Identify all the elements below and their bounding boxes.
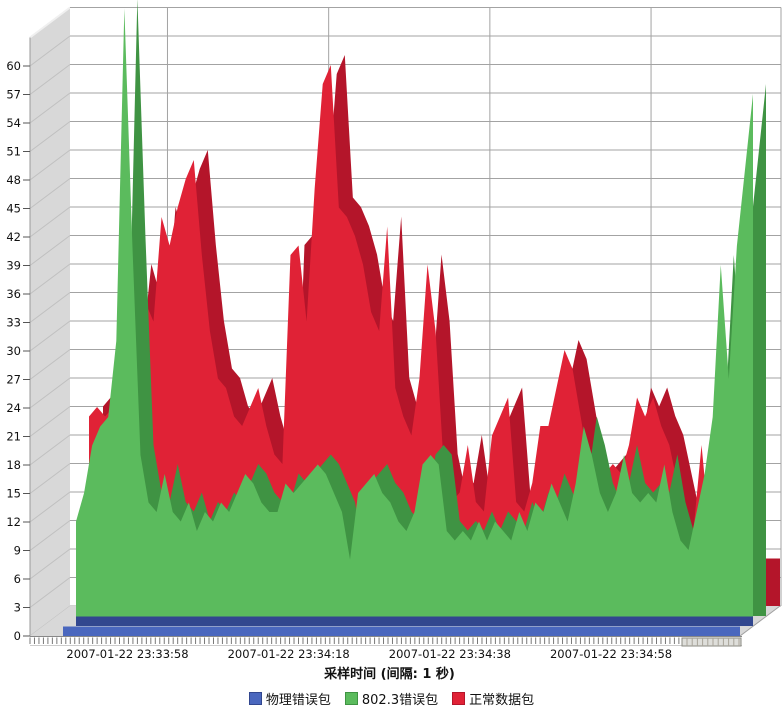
series-physical-error-packets-area [63,616,753,636]
y-axis-tick-label: 6 [14,572,21,586]
y-axis-tick-label: 9 [14,544,21,558]
x-axis-labels: 2007-01-22 23:33:58 2007-01-22 23:34:18 20… [66,647,672,661]
y-axis-tick-label: 36 [6,287,21,301]
y-axis-tick-label: 27 [6,373,21,387]
y-axis-tick-label: 45 [6,202,21,216]
y-axis-tick-label: 18 [6,458,21,472]
y-axis-tick-label: 30 [6,344,21,358]
legend-item-8023-error-packets: 802.3错误包 [344,689,439,708]
legend-swatch-red-icon [452,692,466,705]
axis-scroll-indicator[interactable] [681,637,742,647]
legend-swatch-green-icon [344,692,358,705]
y-axis-tick-label: 48 [6,173,21,187]
y-axis-tick-label: 33 [6,316,21,330]
y-axis-tick-label: 54 [6,116,21,130]
x-axis-title: 采样时间 (间隔: 1 秒) [324,667,455,682]
y-axis-tick-label: 60 [6,59,21,73]
series-8023-error-packets-area [76,0,766,626]
legend-item-normal-data-packets: 正常数据包 [452,689,534,708]
x-axis-tick-label: 2007-01-22 23:34:58 [550,647,672,661]
y-axis-tick-label: 24 [6,401,21,415]
y-axis-tick-label: 12 [6,515,21,529]
y-axis-tick-label: 0 [14,629,21,643]
x-axis-tick-label: 2007-01-22 23:34:18 [228,647,350,661]
chart-legend: 物理错误包 802.3错误包 正常数据包 [0,689,783,708]
x-axis-tick-label: 2007-01-22 23:33:58 [66,647,188,661]
legend-item-physical-error-packets: 物理错误包 [248,689,331,708]
x-axis-tick-label: 2007-01-22 23:34:38 [389,647,511,661]
left-wall [29,6,71,637]
y-axis-tick-label: 42 [6,230,21,244]
y-axis-tick-label: 15 [6,487,21,501]
legend-label: 802.3错误包 [361,693,439,708]
x-axis-ticks [29,636,742,646]
y-axis-tick-label: 21 [6,430,21,444]
legend-label: 正常数据包 [469,693,535,708]
y-axis-tick-label: 57 [6,88,21,102]
y-axis-tick-label: 51 [6,145,21,159]
legend-swatch-blue-icon [248,692,262,705]
y-axis-tick-label: 3 [14,601,21,615]
legend-label: 物理错误包 [265,693,331,708]
y-axis-tick-label: 39 [6,259,21,273]
